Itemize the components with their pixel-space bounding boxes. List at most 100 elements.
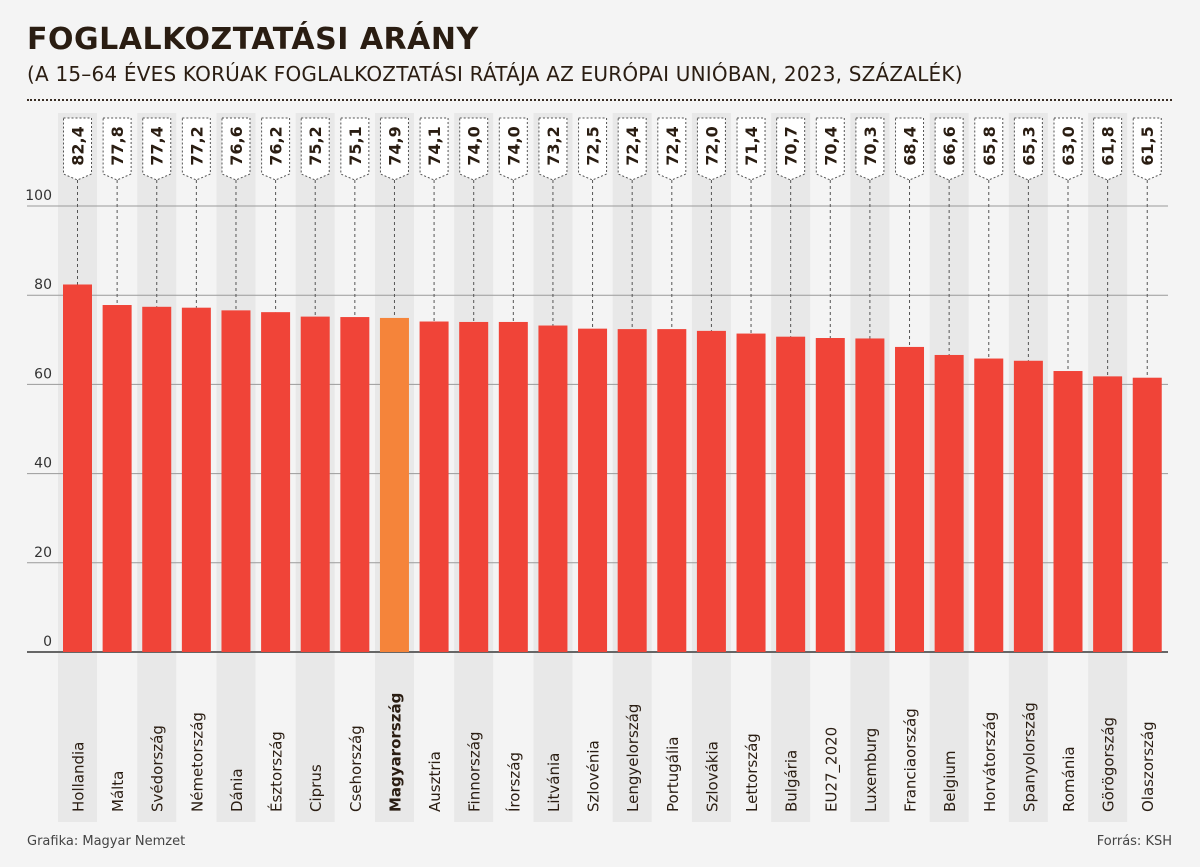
- bar: [142, 306, 172, 652]
- value-label: 63,0: [1059, 126, 1078, 165]
- value-label: 77,4: [148, 126, 167, 165]
- category-label: Csehország: [347, 725, 365, 812]
- category-label: Olaszország: [1139, 721, 1157, 812]
- credit-text: Grafika: Magyar Nemzet: [27, 834, 186, 849]
- value-label: 61,5: [1138, 126, 1157, 165]
- source-text: Forrás: KSH: [1096, 834, 1172, 849]
- bar: [736, 333, 766, 652]
- y-tick-label: 80: [34, 277, 52, 293]
- y-tick-label: 0: [43, 634, 52, 650]
- category-label: Románia: [1060, 746, 1078, 812]
- value-label: 68,4: [901, 126, 920, 165]
- category-label: Hollandia: [70, 742, 88, 812]
- value-tag: [776, 117, 806, 181]
- category-label: Belgium: [941, 751, 959, 813]
- y-tick-label: 40: [34, 456, 52, 472]
- value-tag: [340, 117, 370, 181]
- value-label: 61,8: [1099, 126, 1118, 165]
- bar: [459, 321, 489, 652]
- value-label: 77,2: [187, 126, 206, 165]
- value-tag: [1013, 117, 1043, 181]
- value-label: 71,4: [742, 126, 761, 165]
- category-label: Szlovákia: [703, 741, 721, 812]
- category-label: Írország: [504, 752, 523, 812]
- value-tag: [1132, 117, 1162, 181]
- value-tag: [657, 117, 687, 181]
- category-label: Bulgária: [783, 750, 801, 812]
- value-label: 76,6: [227, 126, 246, 165]
- value-label: 74,0: [465, 126, 484, 165]
- category-label: EU27_2020: [822, 727, 841, 812]
- value-tag: [419, 117, 449, 181]
- value-label: 72,0: [702, 126, 721, 165]
- bar: [261, 312, 291, 652]
- value-tag: [498, 117, 528, 181]
- value-label: 66,6: [940, 126, 959, 165]
- value-tag: [102, 117, 132, 181]
- value-tag: [1053, 117, 1083, 181]
- category-label: Észtország: [267, 731, 286, 812]
- value-label: 75,2: [306, 126, 325, 165]
- value-label: 76,2: [267, 126, 286, 165]
- bar: [815, 338, 845, 652]
- bar: [696, 330, 726, 652]
- value-tag: [379, 117, 409, 181]
- bar: [776, 336, 806, 652]
- category-label: Lettország: [743, 733, 761, 812]
- value-tag: [538, 117, 568, 181]
- y-tick-label: 60: [34, 366, 52, 382]
- bar: [617, 329, 647, 652]
- chart-title: FOGLALKOZTATÁSI ARÁNY: [27, 22, 479, 57]
- value-label: 77,8: [108, 126, 127, 165]
- y-tick-label: 20: [34, 545, 52, 561]
- title-divider: [27, 99, 1172, 101]
- value-tag: [895, 117, 925, 181]
- value-tag: [815, 117, 845, 181]
- value-tag: [934, 117, 964, 181]
- category-label: Ausztria: [426, 751, 444, 812]
- value-tag: [300, 117, 330, 181]
- category-label: Dánia: [228, 768, 246, 812]
- value-tag: [974, 117, 1004, 181]
- category-label: Magyarország: [386, 693, 404, 812]
- bar: [181, 307, 211, 652]
- value-tag: [221, 117, 251, 181]
- value-label: 70,7: [782, 126, 801, 165]
- bar: [934, 354, 964, 652]
- category-label: Svédország: [149, 725, 167, 812]
- bar: [538, 325, 568, 652]
- bar: [657, 329, 687, 652]
- value-label: 70,3: [861, 126, 880, 165]
- bar: [1013, 360, 1043, 652]
- value-tag: [459, 117, 489, 181]
- bar: [578, 328, 608, 652]
- value-label: 73,2: [544, 126, 563, 165]
- value-tag: [855, 117, 885, 181]
- bar: [895, 346, 925, 652]
- chart-subtitle: (A 15–64 ÉVES KORÚAK FOGLALKOZTATÁSI RÁT…: [27, 62, 963, 86]
- category-label: Németország: [188, 712, 206, 812]
- category-label: Lengyelország: [624, 704, 642, 812]
- value-tag: [261, 117, 291, 181]
- category-label: Ciprus: [307, 764, 325, 812]
- category-label: Görögország: [1100, 717, 1118, 812]
- category-label: Málta: [109, 771, 127, 812]
- value-label: 70,4: [821, 126, 840, 165]
- bar: [102, 305, 132, 652]
- bar: [340, 317, 370, 652]
- category-label: Szlovénia: [585, 740, 603, 812]
- category-label: Portugália: [664, 737, 682, 812]
- bar: [1093, 376, 1123, 652]
- bar: [63, 284, 92, 652]
- category-label: Franciaország: [902, 708, 920, 812]
- value-label: 82,4: [69, 126, 88, 165]
- category-label: Finnország: [466, 732, 484, 812]
- bar: [974, 358, 1004, 652]
- category-label: Spanyolország: [1020, 702, 1038, 812]
- value-tag: [736, 117, 766, 181]
- value-tag: [142, 117, 172, 181]
- y-tick-label: 100: [25, 188, 52, 204]
- value-tag: [63, 117, 92, 181]
- value-label: 72,4: [623, 126, 642, 165]
